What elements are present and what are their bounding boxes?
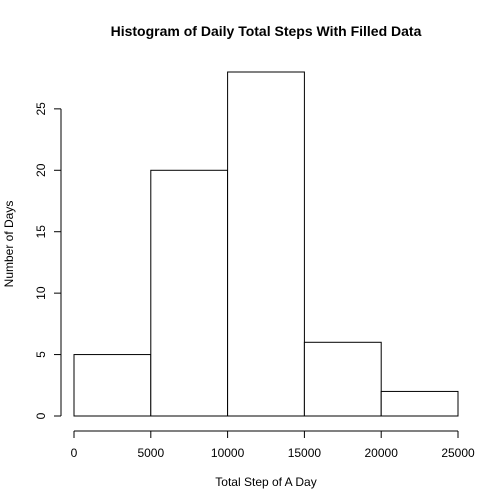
histogram-bar-2 (227, 71, 305, 417)
chart-title: Histogram of Daily Total Steps With Fill… (111, 23, 422, 39)
histogram-bar-4 (380, 390, 459, 417)
x-tick-label-3: 15000 (288, 446, 322, 460)
x-tick-label-2: 10000 (211, 446, 245, 460)
x-tick-label-1: 5000 (137, 446, 164, 460)
histogram-bar-1 (150, 169, 229, 417)
y-tick-label-3: 15 (34, 225, 48, 239)
bars-group (73, 71, 459, 417)
x-tick-label-4: 20000 (365, 446, 399, 460)
histogram-bar-3 (303, 341, 382, 417)
y-tick-label-4: 20 (34, 163, 48, 177)
y-axis-label: Number of Days (2, 201, 16, 288)
y-tick-label-1: 5 (34, 351, 48, 358)
histogram-bar-0 (73, 354, 152, 417)
y-axis: 0 5 10 15 20 25 (34, 102, 62, 419)
x-tick-label-5: 25000 (441, 446, 475, 460)
y-tick-label-0: 0 (34, 412, 48, 419)
y-tick-label-2: 10 (34, 286, 48, 300)
x-tick-label-0: 0 (71, 446, 78, 460)
x-axis: 0 5000 10000 15000 20000 25000 (71, 430, 475, 460)
x-axis-label: Total Step of A Day (215, 475, 316, 489)
y-tick-label-5: 25 (34, 102, 48, 116)
